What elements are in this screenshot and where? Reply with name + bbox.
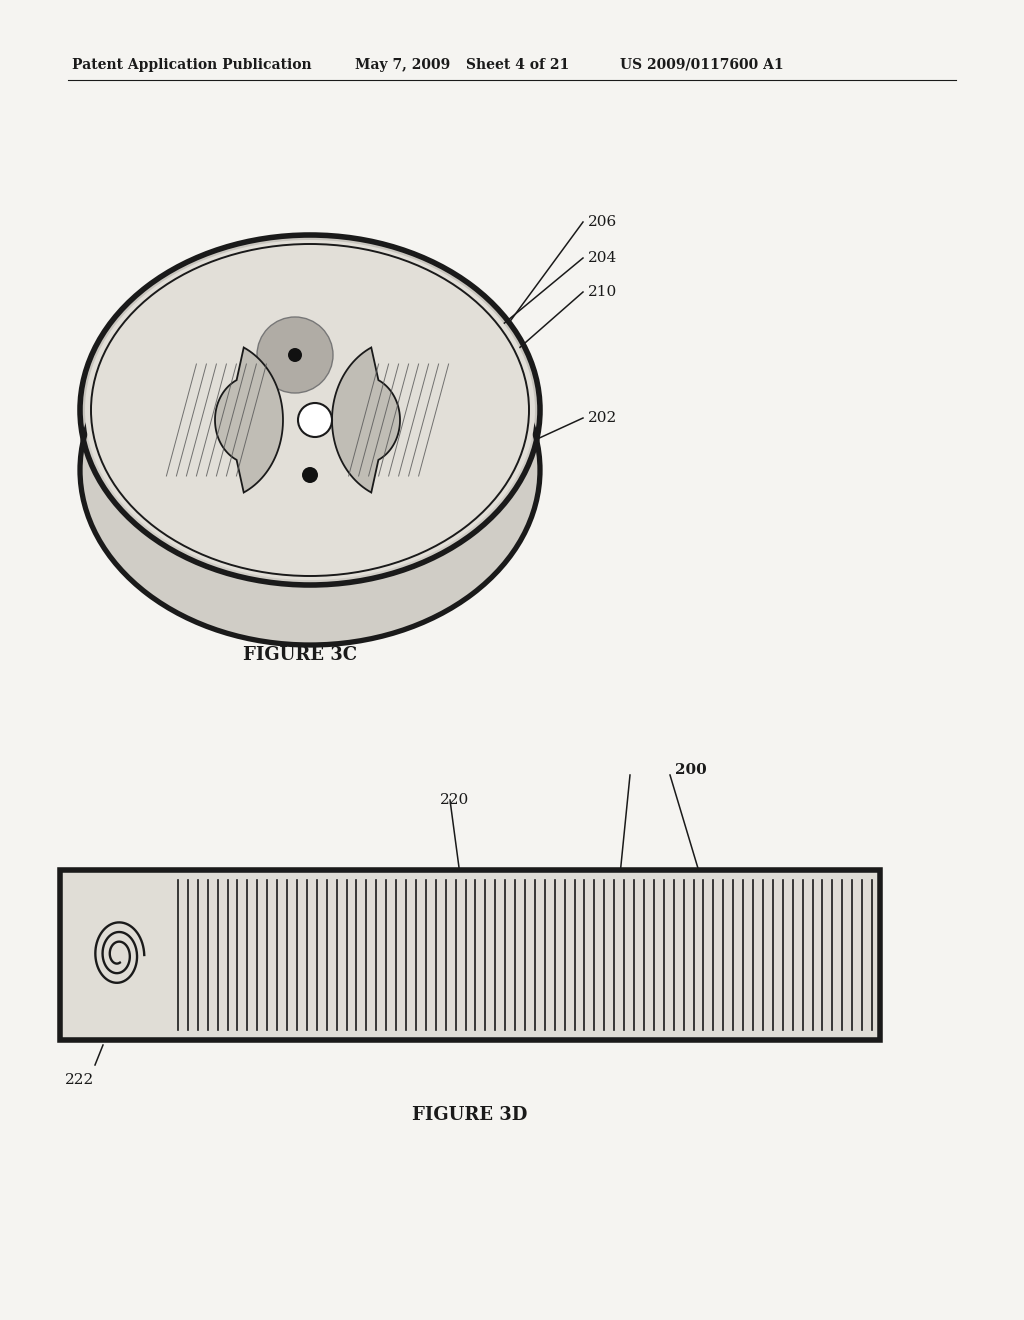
Polygon shape xyxy=(332,347,400,492)
Text: FIGURE 3D: FIGURE 3D xyxy=(413,1106,527,1125)
Text: 222: 222 xyxy=(65,1073,94,1086)
Ellipse shape xyxy=(85,240,535,579)
Text: 210: 210 xyxy=(588,285,617,300)
Polygon shape xyxy=(80,235,540,470)
Text: 220: 220 xyxy=(440,793,469,807)
Text: 200: 200 xyxy=(675,763,707,777)
Text: Sheet 4 of 21: Sheet 4 of 21 xyxy=(466,58,569,73)
Ellipse shape xyxy=(80,294,540,645)
Text: Patent Application Publication: Patent Application Publication xyxy=(72,58,311,73)
Circle shape xyxy=(257,317,333,393)
Text: May 7, 2009: May 7, 2009 xyxy=(355,58,451,73)
Bar xyxy=(60,870,880,1040)
Circle shape xyxy=(288,348,302,362)
Circle shape xyxy=(298,403,332,437)
Circle shape xyxy=(302,467,318,483)
Text: 204: 204 xyxy=(588,251,617,265)
Text: 202: 202 xyxy=(588,411,617,425)
Text: 208: 208 xyxy=(443,498,472,512)
Text: 206: 206 xyxy=(588,215,617,228)
Text: US 2009/0117600 A1: US 2009/0117600 A1 xyxy=(620,58,783,73)
Polygon shape xyxy=(215,347,283,492)
Text: FIGURE 3C: FIGURE 3C xyxy=(243,645,357,664)
